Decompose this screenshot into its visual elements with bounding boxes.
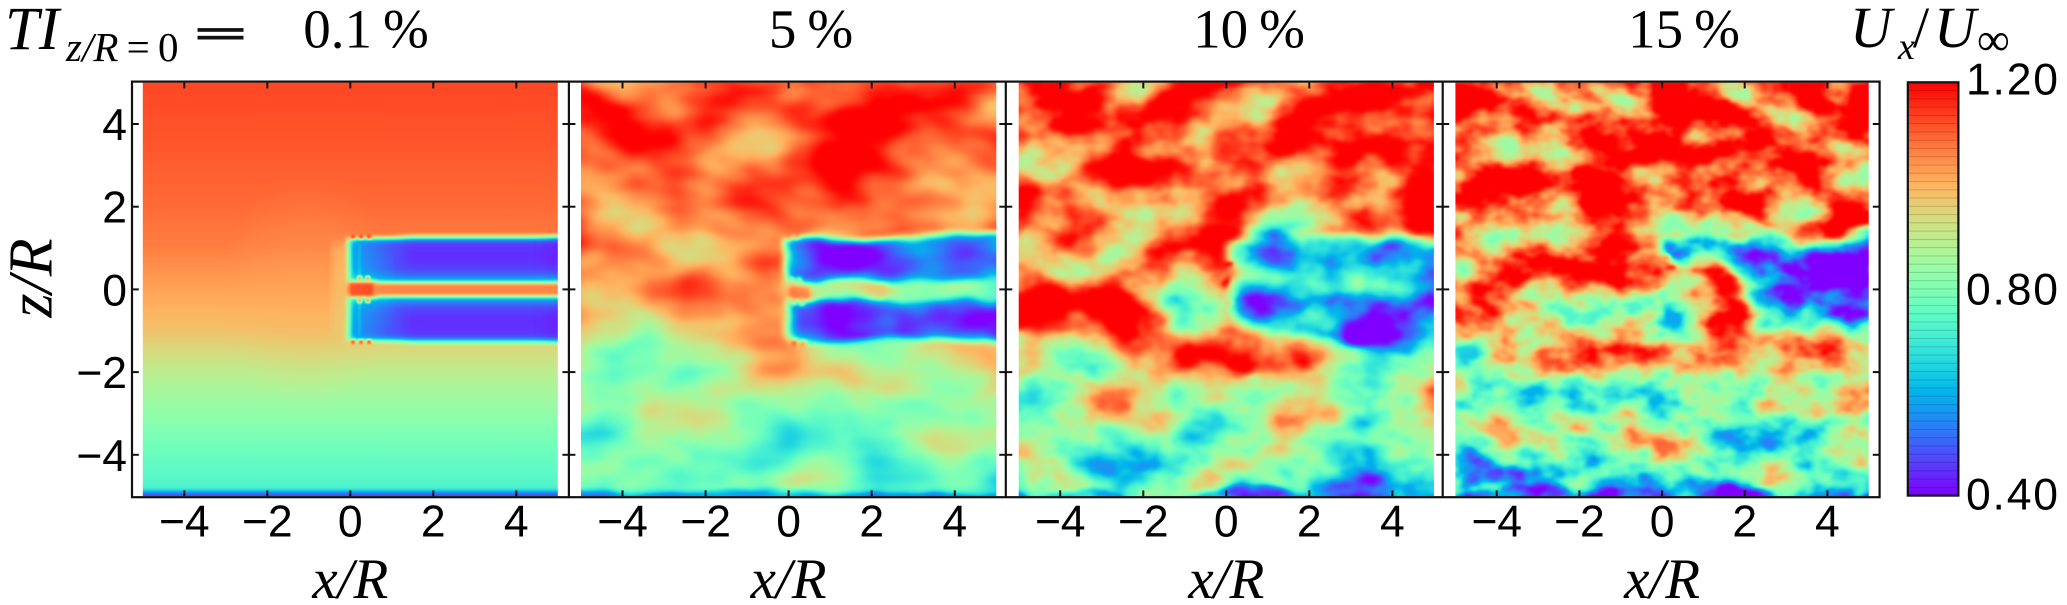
svg-text:0.1 %: 0.1 % (303, 0, 429, 60)
svg-text:−2: −2 (680, 498, 731, 547)
svg-text:0: 0 (1214, 498, 1239, 547)
svg-text:−2: −2 (76, 349, 127, 398)
svg-text:z/R = 0: z/R = 0 (65, 24, 178, 70)
svg-text:−4: −4 (597, 498, 648, 547)
svg-text:5 %: 5 % (769, 0, 853, 60)
svg-text:U: U (1934, 0, 1980, 60)
svg-text:0: 0 (338, 498, 363, 547)
svg-text:−2: −2 (1118, 498, 1169, 547)
svg-text:4: 4 (942, 498, 967, 547)
svg-text:x/R: x/R (1187, 548, 1264, 605)
svg-text:−2: −2 (1554, 498, 1605, 547)
svg-text:x/R: x/R (311, 548, 388, 605)
svg-text:−4: −4 (159, 498, 210, 547)
svg-text:0: 0 (102, 266, 127, 315)
svg-text:4: 4 (1815, 498, 1840, 547)
svg-text:x/R: x/R (1623, 548, 1700, 605)
svg-text:4: 4 (1380, 498, 1405, 547)
svg-text:/: / (1913, 0, 1930, 60)
svg-text:−4: −4 (76, 432, 127, 481)
svg-text:0.40: 0.40 (1966, 471, 2060, 520)
svg-text:2: 2 (859, 498, 884, 547)
svg-text:0.80: 0.80 (1966, 266, 2060, 315)
svg-text:−2: −2 (242, 498, 293, 547)
svg-text:0: 0 (1650, 498, 1675, 547)
svg-text:−4: −4 (1035, 498, 1086, 547)
svg-text:2: 2 (1732, 498, 1757, 547)
svg-text:0: 0 (776, 498, 801, 547)
svg-text:TI: TI (5, 0, 62, 63)
svg-text:2: 2 (102, 184, 127, 233)
svg-text:z/R: z/R (0, 238, 66, 318)
svg-text:4: 4 (504, 498, 529, 547)
svg-text:U: U (1850, 0, 1896, 60)
svg-text:x/R: x/R (750, 548, 827, 605)
svg-text:∞: ∞ (1977, 14, 2010, 65)
svg-text:15 %: 15 % (1628, 0, 1740, 60)
svg-text:x: x (1897, 26, 1915, 68)
svg-text:1.20: 1.20 (1966, 56, 2060, 105)
svg-text:10 %: 10 % (1193, 0, 1305, 60)
svg-text:−4: −4 (1471, 498, 1522, 547)
svg-text:4: 4 (102, 101, 127, 150)
svg-text:2: 2 (421, 498, 446, 547)
svg-text:2: 2 (1297, 498, 1322, 547)
